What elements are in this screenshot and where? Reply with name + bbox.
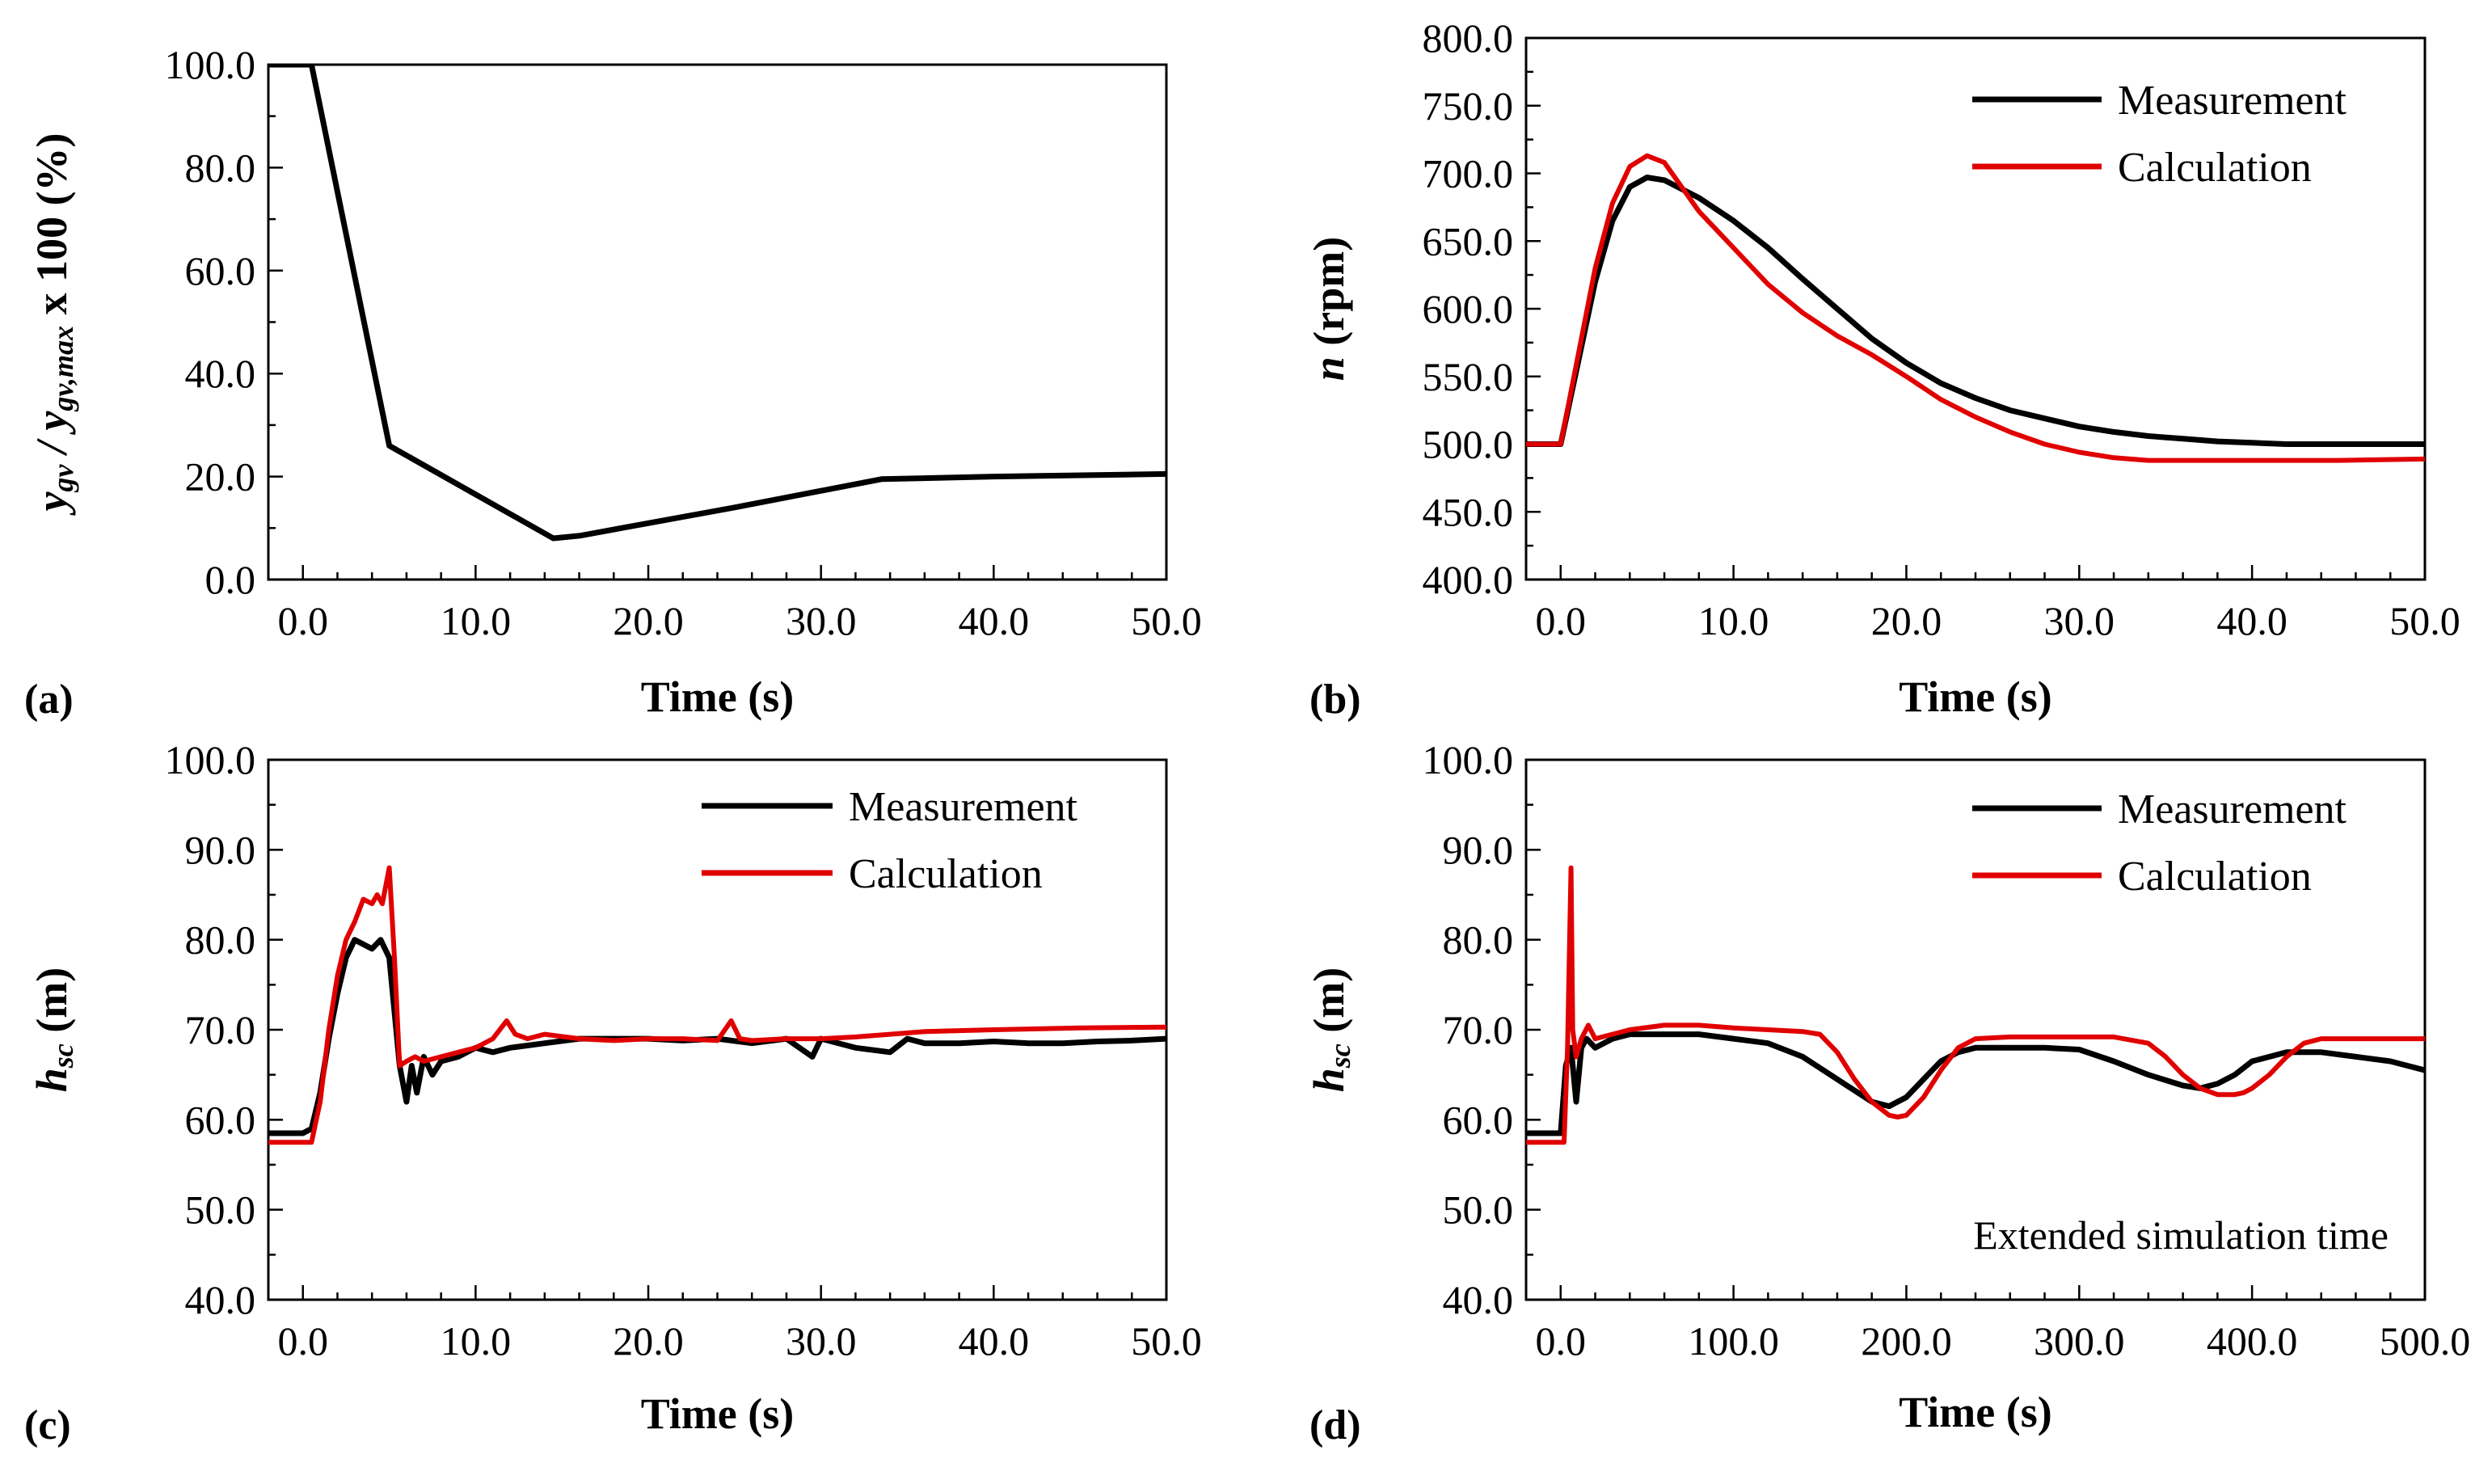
legend-label-measurement: Measurement: [2118, 786, 2347, 833]
panel-label: (b): [1309, 677, 1361, 723]
y-tick-label: 800.0: [1423, 15, 1514, 61]
x-axis-title: Time (s): [1899, 1388, 2051, 1436]
x-tick-label: 0.0: [1536, 598, 1587, 643]
x-axis-title: Time (s): [641, 672, 794, 721]
chart-panel-c: 0.0 10.0 20.0 30.0 40.0 50.0 40.0 50.0 60.0 70.0 8…: [24, 737, 1202, 1448]
chart-panel-a: 0.0 10.0 20.0 30.0 40.0 50.0 0.0 20.0 40.0 60.0 80…: [24, 42, 1202, 723]
y-tick-label: 60.0: [1443, 1097, 1514, 1142]
y-axis-title-part: h: [1305, 1068, 1353, 1092]
x-tick-label: 20.0: [613, 598, 684, 643]
series-line-calculation: [1526, 153, 2425, 463]
y-tick-label: 90.0: [1443, 827, 1514, 872]
y-axis-title: ygv / ygv,max x 100 (%): [27, 133, 79, 516]
y-tick-label: 500.0: [1423, 422, 1514, 467]
legend-label-calculation: Calculation: [2118, 854, 2312, 900]
y-axis-title-part: h: [27, 1068, 76, 1092]
x-tick-label: 0.0: [277, 598, 328, 643]
x-tick-label: 30.0: [786, 1318, 857, 1364]
x-axis-title: Time (s): [641, 1389, 794, 1438]
panel-label: (c): [24, 1402, 71, 1448]
x-tick-label: 200.0: [1861, 1318, 1952, 1364]
x-tick-label: 30.0: [2044, 598, 2115, 643]
annotation-text: Extended simulation time: [1973, 1212, 2389, 1258]
x-axis-title: Time (s): [1899, 672, 2051, 721]
series-line-measurement: [1526, 1031, 2425, 1136]
y-tick-label: 400.0: [1423, 557, 1514, 602]
y-axis-title-part: y: [27, 491, 76, 516]
series-line-calculation: [268, 865, 1166, 1145]
x-tick-label: 50.0: [1131, 1318, 1202, 1364]
y-tick-label: 50.0: [1443, 1187, 1514, 1233]
y-tick-label: 50.0: [185, 1187, 256, 1233]
y-axis-title-part: n: [1305, 356, 1353, 381]
y-tick-label: 60.0: [185, 1097, 256, 1142]
x-tick-label: 40.0: [959, 598, 1030, 643]
legend-label-calculation: Calculation: [2118, 145, 2312, 191]
y-axis-title-subscript: sc: [47, 1043, 79, 1069]
y-tick-label: 100.0: [165, 42, 256, 87]
y-axis-title-subscript: gv: [47, 464, 79, 493]
y-axis-title: n (rpm): [1305, 237, 1353, 382]
x-tick-label: 40.0: [2216, 598, 2287, 643]
x-tick-label: 10.0: [1698, 598, 1769, 643]
y-axis-title-part: / y: [27, 411, 76, 465]
legend-label-measurement: Measurement: [849, 784, 1078, 830]
y-axis-title: hsc (m): [1305, 968, 1356, 1093]
legend-label-calculation: Calculation: [849, 851, 1043, 897]
y-tick-label: 450.0: [1423, 489, 1514, 534]
x-tick-label: 50.0: [1131, 598, 1202, 643]
series-line-measurement: [268, 937, 1166, 1136]
x-tick-label: 500.0: [2380, 1318, 2471, 1364]
chart-panel-d: 0.0 100.0 200.0 300.0 400.0 500.0 40.0 50.0 60.0…: [1305, 737, 2470, 1448]
series-line-measurement: [1526, 175, 2425, 447]
y-tick-label: 750.0: [1423, 83, 1514, 129]
chart-panel-b: 0.0 10.0 20.0 30.0 40.0 50.0 400.0 450.0 500.0 55…: [1305, 15, 2460, 723]
y-tick-label: 40.0: [1443, 1277, 1514, 1322]
x-tick-label: 10.0: [441, 598, 512, 643]
y-tick-label: 80.0: [185, 917, 256, 963]
panel-label: (d): [1309, 1402, 1361, 1448]
x-tick-label: 0.0: [277, 1318, 328, 1364]
y-axis-title-part: (m): [1305, 968, 1353, 1043]
x-tick-label: 300.0: [2034, 1318, 2125, 1364]
y-tick-label: 650.0: [1423, 218, 1514, 263]
y-tick-label: 60.0: [185, 248, 256, 293]
y-tick-label: 100.0: [1423, 737, 1514, 782]
x-tick-label: 30.0: [786, 598, 857, 643]
x-tick-label: 0.0: [1536, 1318, 1587, 1364]
x-tick-label: 40.0: [959, 1318, 1030, 1364]
y-axis-title-part: x 100 (%): [27, 133, 76, 325]
x-tick-label: 20.0: [1871, 598, 1942, 643]
y-axis-title-subscript: gv,max: [47, 326, 79, 412]
y-tick-label: 600.0: [1423, 286, 1514, 331]
y-axis-title-part: (m): [27, 968, 76, 1043]
legend-label-measurement: Measurement: [2118, 78, 2347, 124]
y-tick-label: 40.0: [185, 1277, 256, 1322]
y-axis-title-part: (rpm): [1305, 237, 1353, 356]
x-tick-label: 10.0: [441, 1318, 512, 1364]
x-tick-label: 20.0: [613, 1318, 684, 1364]
y-tick-label: 100.0: [165, 737, 256, 782]
y-tick-label: 80.0: [1443, 917, 1514, 963]
y-tick-label: 70.0: [185, 1007, 256, 1052]
x-tick-label: 50.0: [2389, 598, 2460, 643]
y-axis-title: hsc (m): [27, 968, 79, 1093]
y-tick-label: 40.0: [185, 351, 256, 396]
y-tick-label: 80.0: [185, 145, 256, 190]
x-tick-label: 100.0: [1688, 1318, 1779, 1364]
y-tick-label: 20.0: [185, 454, 256, 500]
series-line-measurement: [268, 65, 1166, 542]
panel-label: (a): [24, 677, 74, 723]
y-tick-label: 0.0: [205, 557, 256, 602]
y-axis-title-subscript: sc: [1324, 1043, 1356, 1069]
y-tick-label: 550.0: [1423, 354, 1514, 399]
y-tick-label: 70.0: [1443, 1007, 1514, 1052]
y-tick-label: 700.0: [1423, 151, 1514, 196]
series-line-calculation: [1526, 865, 2425, 1145]
x-tick-label: 400.0: [2207, 1318, 2298, 1364]
y-tick-label: 90.0: [185, 827, 256, 872]
